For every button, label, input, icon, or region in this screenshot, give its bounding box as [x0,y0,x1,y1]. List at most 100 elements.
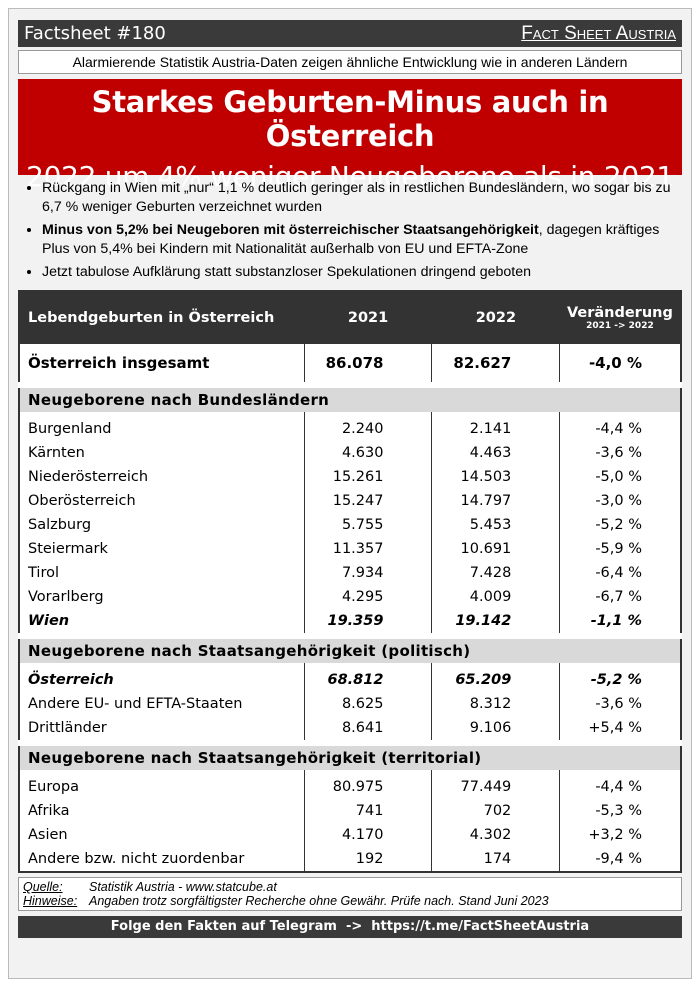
table-row: Andere EU- und EFTA-Staaten 8.625 8.312 -3,… [18,692,682,716]
bullet-bold: Minus von 5,2% bei Neugeboren mit österr… [42,222,539,238]
column-header-note: 2021 -> 2022 [586,321,654,331]
table-cell: 14.503 [431,465,561,489]
telegram-cta: Folge den Fakten auf Telegram -> https:/… [18,916,682,938]
table-row: Afrika 741 702 -5,3 % [18,799,682,823]
table-row: Burgenland 2.240 2.141 -4,4 % [18,412,682,441]
source-label: Quelle: [23,880,63,894]
table-row: Drittländer 8.641 9.106 +5,4 % [18,716,682,743]
table-cell: 4.630 [303,441,433,465]
column-header-text: Veränderung [566,305,673,321]
table-cell: Österreich insgesamt [18,344,305,386]
table-cell: 8.641 [303,716,433,743]
table-cell: -4,0 % [559,344,682,386]
table-cell: 65.209 [431,663,561,692]
table-cell: 7.934 [303,561,433,585]
section-row: Neugeborene nach Staatsangehörigkeit (po… [18,633,682,663]
column-header-text: 2021 [347,310,389,326]
table-cell: 741 [303,799,433,823]
section-title: Neugeborene nach Bundesländern [18,382,682,412]
header-row: Lebendgeburten in Österreich 2021 2022 Verä… [19,291,681,344]
subtitle: Alarmierende Statistik Austria-Daten zei… [18,50,682,74]
table-row: Österreich insgesamt 86.078 82.627 -4,0 % [18,344,682,386]
table-cell: 8.312 [431,692,561,716]
table-cell: 80.975 [303,770,433,799]
headline-box: Starkes Geburten-Minus auch in Österreic… [18,79,682,193]
notes-line: Hinweise: Angaben trotz sorgfältigster Re… [23,894,677,908]
table-cell: 4.302 [431,823,561,847]
table-row: Asien 4.170 4.302 +3,2 % [18,823,682,847]
table-cell: Andere EU- und EFTA-Staaten [18,692,305,716]
table-row: Niederösterreich 15.261 14.503 -5,0 % [18,465,682,489]
table-row: Österreich 68.812 65.209 -5,2 % [18,663,682,692]
table-cell: -5,2 % [559,663,682,692]
table-cell: Burgenland [18,412,305,441]
table-cell: Kärnten [18,441,305,465]
bullet-text: Jetzt tabulose Aufklärung statt substanz… [42,264,532,280]
bullet: Rückgang in Wien mit „nur“ 1,1 % deutlic… [42,179,682,217]
table-row: Wien 19.359 19.142 -1,1 % [18,609,682,636]
table-row: Andere bzw. nicht zuordenbar 192 174 -9,4 % [18,847,682,872]
column-header: 2022 [431,291,560,344]
table-cell: -1,1 % [559,609,682,636]
table-row: Steiermark 11.357 10.691 -5,9 % [18,537,682,561]
table-cell: -3,0 % [559,489,682,513]
bullet: Minus von 5,2% bei Neugeboren mit österr… [42,221,682,259]
notes-label: Hinweise: [23,894,78,908]
table-cell: Niederösterreich [18,465,305,489]
table-cell: 86.078 [303,344,433,386]
table-cell: 82.627 [431,344,561,386]
table-cell: Wien [18,609,305,636]
table-cell: 4.009 [431,585,561,609]
source-line: Quelle: Statistik Austria - www.statcube.… [23,880,677,894]
table-cell: 702 [431,799,561,823]
bullet: Jetzt tabulose Aufklärung statt substanz… [42,263,682,282]
column-header: 2021 [304,291,432,344]
footer-notes: Quelle: Statistik Austria - www.statcube.… [18,877,682,911]
table-cell: -5,9 % [559,537,682,561]
factsheet: Factsheet #180 Fact Sheet Austria Alarmi… [18,20,682,938]
brand: Fact Sheet Austria [521,22,676,44]
column-header: Lebendgeburten in Österreich [19,291,305,344]
section-title: Neugeborene nach Staatsangehörigkeit (po… [18,633,682,663]
column-header: Veränderung 2021 -> 2022 [559,291,681,344]
table-cell: 77.449 [431,770,561,799]
table-row: Europa 80.975 77.449 -4,4 % [18,770,682,799]
table-cell: Asien [18,823,305,847]
table-cell: 2.141 [431,412,561,441]
table-cell: 15.261 [303,465,433,489]
table-cell: 9.106 [431,716,561,743]
table-row: Tirol 7.934 7.428 -6,4 % [18,561,682,585]
bullet-list: Rückgang in Wien mit „nur“ 1,1 % deutlic… [18,179,682,282]
subheadline: 2022 um 4% weniger Neugeborene als in 20… [26,160,674,193]
table-row: Salzburg 5.755 5.453 -5,2 % [18,513,682,537]
table-cell: Österreich [18,663,305,692]
column-header-text: Lebendgeburten in Österreich [28,310,275,326]
table-cell: Oberösterreich [18,489,305,513]
table-cell: -6,7 % [559,585,682,609]
table-cell: Drittländer [18,716,305,743]
table-row: Oberösterreich 15.247 14.797 -3,0 % [18,489,682,513]
table-cell: Europa [18,770,305,799]
table-cell: +5,4 % [559,716,682,743]
table-cell: 10.691 [431,537,561,561]
table-cell: 11.357 [303,537,433,561]
section-row: Neugeborene nach Bundesländern [18,382,682,412]
table-cell: 8.625 [303,692,433,716]
table-cell: Tirol [18,561,305,585]
table-cell: +3,2 % [559,823,682,847]
table-cell: 19.142 [431,609,561,636]
table-cell: 4.295 [303,585,433,609]
table-cell: -4,4 % [559,412,682,441]
table-cell: -3,6 % [559,441,682,465]
table-cell: Andere bzw. nicht zuordenbar [18,847,305,872]
table-cell: 14.797 [431,489,561,513]
source: Statistik Austria - www.statcube.at [89,880,277,894]
bullet-text: Rückgang in Wien mit „nur“ 1,1 % deutlic… [42,180,671,215]
table-cell: -5,3 % [559,799,682,823]
headline: Starkes Geburten-Minus auch in Österreic… [91,85,609,153]
table-cell: 7.428 [431,561,561,585]
factsheet-number: Factsheet #180 [24,23,166,44]
bullet-text: , dagegen kräftiges Plus von 5,4% bei Ki… [42,222,660,257]
table-cell: -5,0 % [559,465,682,489]
